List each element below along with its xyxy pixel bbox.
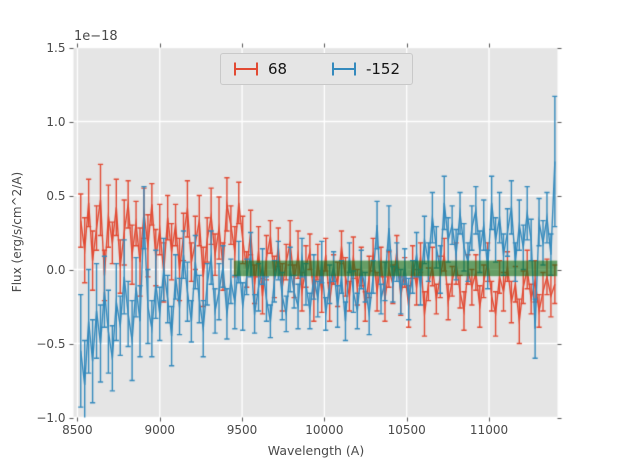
x-tick-label: 10000 <box>305 422 344 437</box>
errorbar-glyph-icon <box>234 62 258 76</box>
y-tick-label: 0.0 <box>46 262 66 277</box>
x-tick-label: 9500 <box>226 422 258 437</box>
x-axis-label: Wavelength (A) <box>267 443 365 458</box>
errorbar-glyph-icon <box>331 62 356 76</box>
y-tick-label: −1.0 <box>36 410 66 425</box>
y-tick-label: 1.5 <box>46 40 66 55</box>
y-tick-label: 0.5 <box>46 188 66 203</box>
legend-label: -152 <box>365 60 400 78</box>
y-axis-offset-text: 1e−18 <box>74 29 118 44</box>
legend-label: 68 <box>268 60 288 78</box>
legend-entry--152: -152 <box>331 60 400 78</box>
x-tick-label: 10500 <box>387 422 426 437</box>
x-tick-label: 11000 <box>469 422 509 437</box>
x-tick-label: 9000 <box>144 422 176 437</box>
y-tick-label: −0.5 <box>36 336 66 351</box>
legend-entry-68: 68 <box>233 60 287 78</box>
x-tick-label: 8500 <box>62 422 93 437</box>
y-tick-label: 1.0 <box>46 114 66 129</box>
legend: 68 -152 <box>220 53 413 85</box>
